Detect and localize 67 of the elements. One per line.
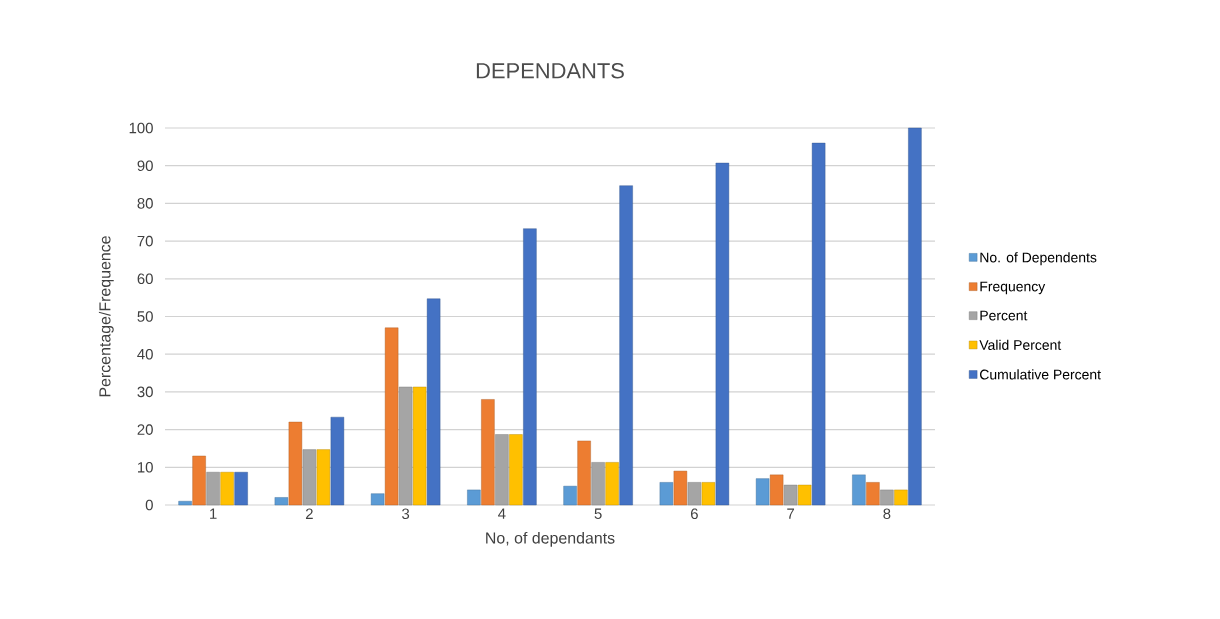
y-tick-label: 30 [137, 386, 153, 398]
bar [894, 489, 908, 506]
bar [274, 497, 289, 506]
bar [715, 162, 730, 506]
x-tick-label: 8 [883, 508, 891, 520]
bar [509, 434, 523, 506]
bar [220, 472, 234, 506]
bar [783, 484, 798, 506]
x-axis-title: No, of dependants [486, 531, 615, 547]
bar [398, 386, 413, 506]
bar [330, 416, 345, 506]
x-tick-label: 6 [690, 508, 698, 520]
legend-label: Valid Percent [979, 339, 1062, 350]
y-tick-label: 70 [137, 235, 153, 247]
legend-label: Cumulative Percent [980, 369, 1101, 380]
bar [412, 386, 427, 506]
y-tick-label: 50 [137, 311, 153, 322]
y-tick-label: 100 [129, 122, 153, 134]
bar [797, 484, 812, 506]
bar [481, 399, 495, 506]
bar [316, 449, 331, 506]
legend-label: Percent [980, 310, 1028, 321]
y-tick-label: 60 [137, 273, 153, 285]
legend-label: Frequency [980, 281, 1046, 295]
chart-title: DEPENDANTS [476, 62, 624, 79]
y-tick-label: 0 [145, 499, 153, 511]
bar [495, 434, 509, 506]
bar [605, 462, 619, 506]
y-tick-label: 10 [138, 462, 153, 473]
bar [288, 421, 303, 506]
bar [426, 298, 441, 506]
bar [908, 127, 922, 506]
bar [591, 462, 605, 506]
bar [755, 478, 770, 506]
y-axis-title: Percentage/Frequence [98, 236, 114, 397]
y-tick-label: 90 [137, 160, 153, 171]
bar [673, 470, 688, 506]
bar [701, 482, 716, 506]
bar [384, 327, 399, 506]
x-tick-label: 5 [594, 508, 602, 519]
x-tick-label: 2 [305, 508, 313, 519]
bar [523, 228, 537, 506]
bar [619, 185, 633, 506]
bar [192, 455, 206, 506]
x-tick-label: 1 [210, 508, 217, 519]
bar [769, 474, 784, 506]
x-tick-label: 4 [498, 508, 506, 519]
bar [234, 472, 248, 506]
bar [467, 489, 481, 506]
bar [370, 493, 385, 506]
bar [880, 489, 894, 506]
y-tick-label: 80 [137, 198, 153, 209]
x-tick-label: 3 [402, 508, 410, 520]
legend-label: No. of Dependents [980, 252, 1097, 266]
bar [302, 449, 317, 506]
bar [178, 501, 192, 506]
bar [206, 472, 220, 506]
bar [811, 142, 826, 506]
bar [563, 485, 577, 506]
x-tick-label: 7 [787, 508, 795, 519]
bar [659, 482, 674, 506]
y-tick-label: 20 [137, 424, 153, 435]
bar [866, 482, 880, 506]
bar [852, 474, 866, 506]
y-tick-label: 40 [137, 348, 153, 360]
bar [577, 440, 591, 506]
bar [687, 482, 702, 506]
